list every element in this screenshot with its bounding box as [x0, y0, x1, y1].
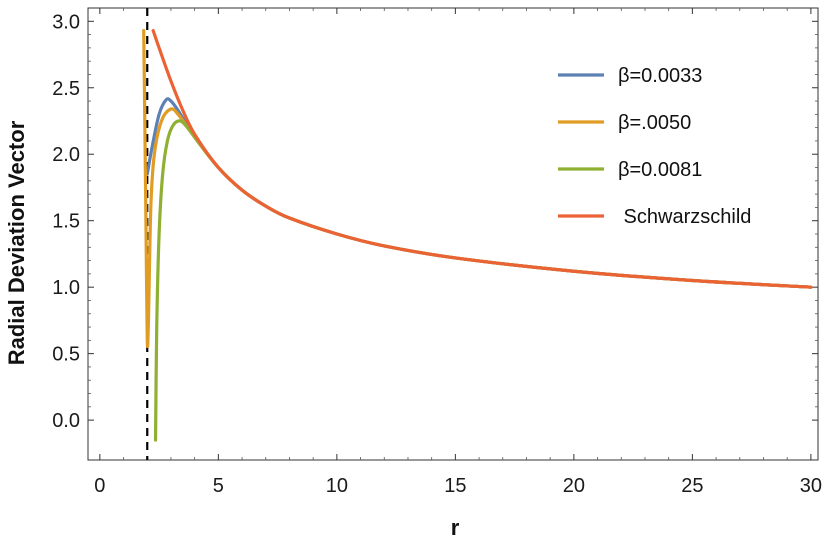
y-tick-label: 1.5: [52, 211, 80, 233]
legend: β=0.0033 β=.0050 β=0.0081 Schwarzschild: [558, 65, 751, 228]
series-line-2: [142, 29, 813, 349]
axis-ticks: 0 5 10 15 20 25 30 0.0 0.5 1.0 1.5 2.0 2.5 3.0: [52, 8, 822, 497]
series-line-4: [151, 29, 813, 289]
legend-label: β=0.0033: [618, 65, 702, 87]
y-tick-label: 2.0: [52, 144, 80, 166]
x-tick-label: 15: [444, 475, 466, 497]
series-lines: [142, 29, 813, 442]
y-tick-label: 3.0: [52, 11, 80, 33]
x-tick-label: 20: [563, 475, 585, 497]
x-tick-label: 25: [681, 475, 703, 497]
x-tick-label: 5: [213, 475, 224, 497]
plot-frame-box: [87, 7, 819, 461]
x-tick-label: 10: [326, 475, 348, 497]
y-axis-label: Radial Deviation Vector: [4, 120, 29, 365]
legend-label: β=0.0081: [618, 159, 702, 181]
y-tick-label: 2.5: [52, 78, 80, 100]
x-tick-label: 0: [94, 475, 105, 497]
y-tick-label: 1.0: [52, 277, 80, 299]
legend-label: Schwarzschild: [618, 206, 751, 228]
y-tick-label: 0.5: [52, 344, 80, 366]
x-axis-label: r: [451, 515, 460, 540]
legend-label: β=.0050: [618, 112, 691, 134]
y-tick-label: 0.0: [52, 410, 80, 432]
x-tick-label: 30: [800, 475, 822, 497]
plot-frame: [87, 7, 819, 461]
